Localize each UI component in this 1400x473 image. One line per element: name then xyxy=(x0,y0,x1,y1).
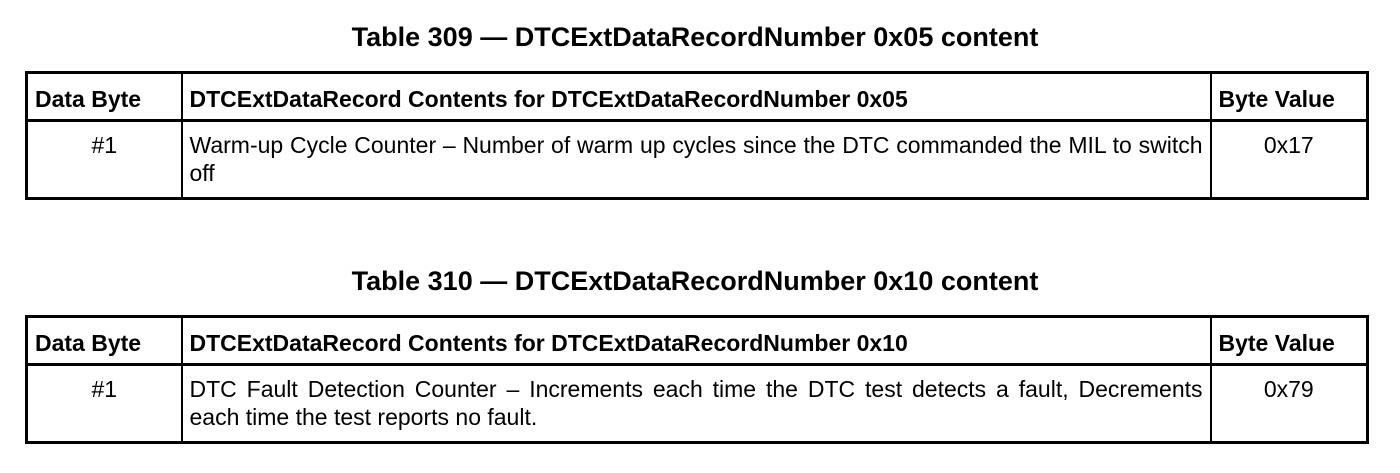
cell-contents: Warm-up Cycle Counter – Number of warm u… xyxy=(180,119,1212,200)
header-data-byte: Data Byte xyxy=(25,71,183,122)
table-header-row: Data Byte DTCExtDataRecord Contents for … xyxy=(25,71,1369,122)
cell-data-byte: #1 xyxy=(25,119,183,200)
table-header-row: Data Byte DTCExtDataRecord Contents for … xyxy=(25,315,1369,366)
table-310-caption: Table 310 — DTCExtDataRecordNumber 0x10 … xyxy=(351,266,1039,296)
table-309: Data Byte DTCExtDataRecord Contents for … xyxy=(25,71,1369,200)
header-byte-value: Byte Value xyxy=(1209,315,1369,366)
table-row: #1 Warm-up Cycle Counter – Number of war… xyxy=(25,119,1369,200)
cell-data-byte: #1 xyxy=(25,363,183,444)
table-310: Data Byte DTCExtDataRecord Contents for … xyxy=(25,315,1369,444)
cell-byte-value: 0x79 xyxy=(1209,363,1369,444)
header-byte-value: Byte Value xyxy=(1209,71,1369,122)
cell-byte-value: 0x17 xyxy=(1209,119,1369,200)
header-contents: DTCExtDataRecord Contents for DTCExtData… xyxy=(180,315,1212,366)
cell-contents: DTC Fault Detection Counter – Increments… xyxy=(180,363,1212,444)
table-309-caption: Table 309 — DTCExtDataRecordNumber 0x05 … xyxy=(351,22,1039,52)
table-row: #1 DTC Fault Detection Counter – Increme… xyxy=(25,363,1369,444)
header-contents: DTCExtDataRecord Contents for DTCExtData… xyxy=(180,71,1212,122)
header-data-byte: Data Byte xyxy=(25,315,183,366)
